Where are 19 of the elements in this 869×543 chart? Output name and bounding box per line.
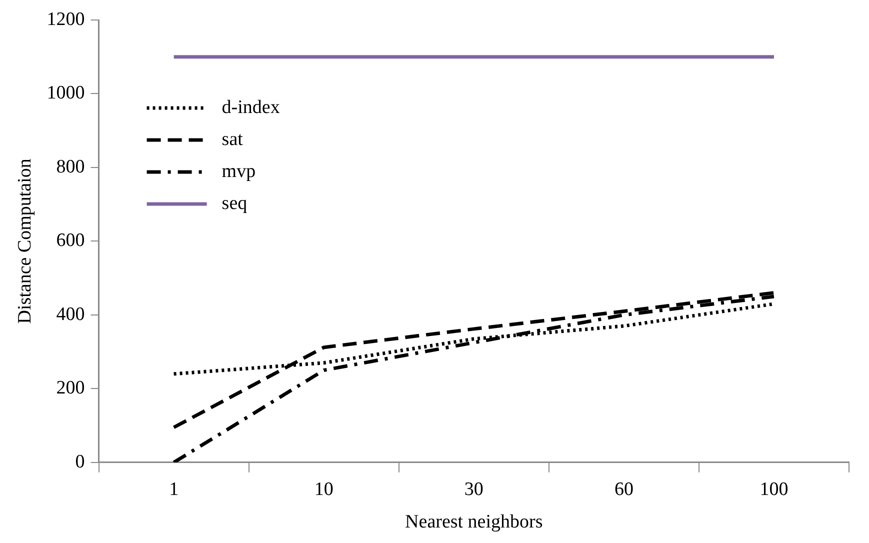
x-tick-label: 10 <box>314 478 334 500</box>
y-axis-title: Distance Computaion <box>14 158 36 324</box>
y-tick-label: 1000 <box>46 82 85 104</box>
x-axis-title: Nearest neighbors <box>405 512 543 533</box>
y-tick-label: 1200 <box>46 8 85 30</box>
line-series <box>172 294 776 462</box>
y-tick-label: 0 <box>75 451 85 472</box>
y-tick-label: 200 <box>56 378 85 399</box>
x-tick-label: 60 <box>614 478 634 500</box>
legend-label: sat <box>222 128 244 150</box>
x-tick-label: 100 <box>760 478 788 500</box>
x-tick-label: 30 <box>464 478 484 500</box>
legend-label: mvp <box>222 160 256 182</box>
y-tick-label: 800 <box>56 156 85 178</box>
y-tick-label: 600 <box>56 230 85 252</box>
y-tick-label: 400 <box>56 304 85 325</box>
legend-label: d-index <box>222 96 280 118</box>
legend-label: seq <box>222 192 248 214</box>
x-tick-label: 1 <box>169 478 179 500</box>
